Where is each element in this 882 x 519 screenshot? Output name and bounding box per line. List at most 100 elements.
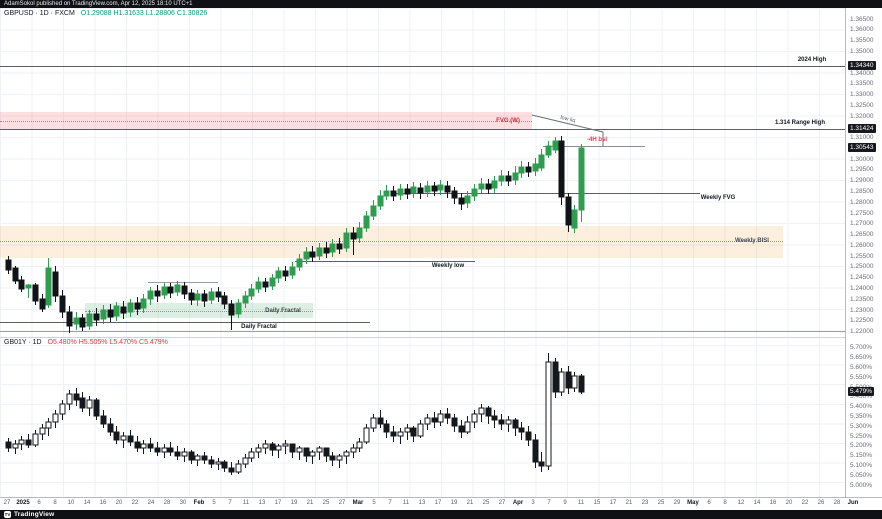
- price-label: 1.36000: [850, 26, 874, 33]
- price-label: 1.32000: [850, 113, 874, 120]
- time-label: 3: [531, 500, 535, 506]
- price-label: 1.23500: [850, 296, 874, 303]
- time-axis-border: [0, 497, 882, 498]
- time-label: 24: [147, 500, 155, 506]
- time-label: 17: [434, 500, 442, 506]
- price-label: 1.35000: [850, 48, 874, 55]
- time-label: 27: [338, 500, 346, 506]
- time-label-month: Mar: [352, 500, 364, 506]
- main-symbol-legend: GBPUSD · 1D · FXCM O1.29088 H1.31633 L1.…: [4, 10, 207, 17]
- weekly-bisi-zone: [0, 226, 783, 258]
- price-label: 1.28000: [850, 199, 874, 206]
- weekly-low-line: [295, 261, 475, 262]
- price-label: 1.27500: [850, 210, 874, 217]
- range-low-line: [0, 331, 845, 332]
- time-label: 11: [402, 500, 410, 506]
- time-label: 11: [242, 500, 250, 506]
- time-label: 19: [450, 500, 458, 506]
- lower-ohlc-values: O5.480% H5.505% L5.470% C5.479%: [47, 339, 168, 346]
- time-label: 27: [3, 500, 11, 506]
- time-label-month: Apr: [512, 500, 524, 506]
- lower-pane-gridlines: [0, 345, 845, 497]
- range-high-line-label: 1.314 Range High: [774, 120, 826, 126]
- price-label: 1.35500: [850, 37, 874, 44]
- time-label: 11: [577, 500, 585, 506]
- daily-fractal-zone-midline: [85, 311, 313, 312]
- tradingview-logo-icon[interactable]: TV: [4, 511, 11, 518]
- time-label: 13: [418, 500, 426, 506]
- price-badge: 5.479%: [848, 387, 875, 396]
- lower-symbol-title: GB01Y · 1D: [4, 339, 42, 346]
- time-label: 17: [274, 500, 282, 506]
- time-label: 14: [83, 500, 91, 506]
- price-label: 1.33500: [850, 80, 874, 87]
- time-label: 13: [258, 500, 266, 506]
- pane-separator[interactable]: [0, 337, 882, 338]
- price-label: 5.650%: [850, 354, 873, 361]
- price-label: 1.34000: [850, 70, 874, 77]
- price-badge: 1.30543: [848, 143, 876, 152]
- price-label: 1.29000: [850, 177, 874, 184]
- daily-fractal-zone-label: Daily Fractal: [265, 308, 301, 314]
- time-label: 20: [115, 500, 123, 506]
- time-label: 22: [801, 500, 809, 506]
- time-label: 26: [817, 500, 825, 506]
- time-label: 8: [53, 500, 57, 506]
- price-label: 5.250%: [850, 433, 873, 440]
- price-label: 5.100%: [850, 462, 873, 469]
- time-label-month: Jun: [847, 500, 859, 506]
- weekly-fvg-zone-label: FVG (W): [496, 118, 520, 124]
- price-label: 5.050%: [850, 472, 873, 479]
- time-label: 8: [723, 500, 727, 506]
- weekly-fvg-line: [395, 193, 700, 194]
- time-label-month: May: [687, 500, 699, 506]
- weekly-bisi-zone-label: Weekly BISI: [735, 238, 769, 244]
- daily-fractal-line: [0, 322, 370, 323]
- price-label: 1.22000: [850, 328, 874, 335]
- time-label: 5: [372, 500, 376, 506]
- feb-level-line: [148, 282, 218, 283]
- price-label: 1.27000: [850, 220, 874, 227]
- time-label: 7: [228, 500, 232, 506]
- price-label: 1.25000: [850, 263, 874, 270]
- price-label: 1.29500: [850, 166, 874, 173]
- main-pane-gridlines: [0, 8, 845, 337]
- time-label: 15: [593, 500, 601, 506]
- main-symbol-title: GBPUSD · 1D · FXCM: [4, 10, 75, 17]
- weekly-fvg-zone-midline: [0, 121, 532, 122]
- price-label: 5.700%: [850, 344, 873, 351]
- daily-fractal-line-label: Daily Fractal: [241, 324, 277, 330]
- price-label: 5.000%: [850, 482, 873, 489]
- price-label: 1.28500: [850, 188, 874, 195]
- price-badge: 1.31424: [848, 124, 876, 133]
- range-high-line: [0, 129, 845, 130]
- weekly-bisi-zone-midline: [0, 241, 783, 242]
- time-axis[interactable]: 27 2025 6 8 10 14 16 20 22 24 28 30 Feb 5 7 11 13 17 19 21 2…: [0, 498, 882, 510]
- price-label: 1.26000: [850, 242, 874, 249]
- price-label: 1.36500: [850, 16, 874, 23]
- time-label: 14: [753, 500, 761, 506]
- time-label: 29: [673, 500, 681, 506]
- main-ohlc-values: O1.29088 H1.31633 L1.28806 C1.30826: [80, 10, 208, 17]
- price-axis[interactable]: 1.36500 1.36000 1.35500 1.35000 1.34000 1.335…: [845, 8, 882, 497]
- weekly-fvg-zone: [0, 112, 532, 130]
- publish-info-bar: AdamSokol published on TradingView.com, …: [0, 0, 882, 8]
- time-label: 7: [547, 500, 551, 506]
- price-label: 1.25500: [850, 253, 874, 260]
- tradingview-wordmark[interactable]: TradingView: [14, 511, 55, 518]
- price-label: 1.33000: [850, 91, 874, 98]
- time-label: 19: [290, 500, 298, 506]
- weekly-fvg-line-label: Weekly FVG: [700, 195, 736, 201]
- time-label: 25: [482, 500, 490, 506]
- time-label: 30: [179, 500, 187, 506]
- bottom-brand-bar: TV TradingView: [0, 510, 882, 519]
- price-label: 5.600%: [850, 364, 873, 371]
- time-label: 21: [625, 500, 633, 506]
- time-label-month: Feb: [193, 500, 205, 506]
- time-label: 21: [306, 500, 314, 506]
- bsl-4h-line: [543, 146, 645, 147]
- price-label: 1.24500: [850, 274, 874, 281]
- publish-info-text: AdamSokol published on TradingView.com, …: [4, 1, 193, 7]
- bsl-4h-line-label: -4H bsl: [586, 137, 608, 143]
